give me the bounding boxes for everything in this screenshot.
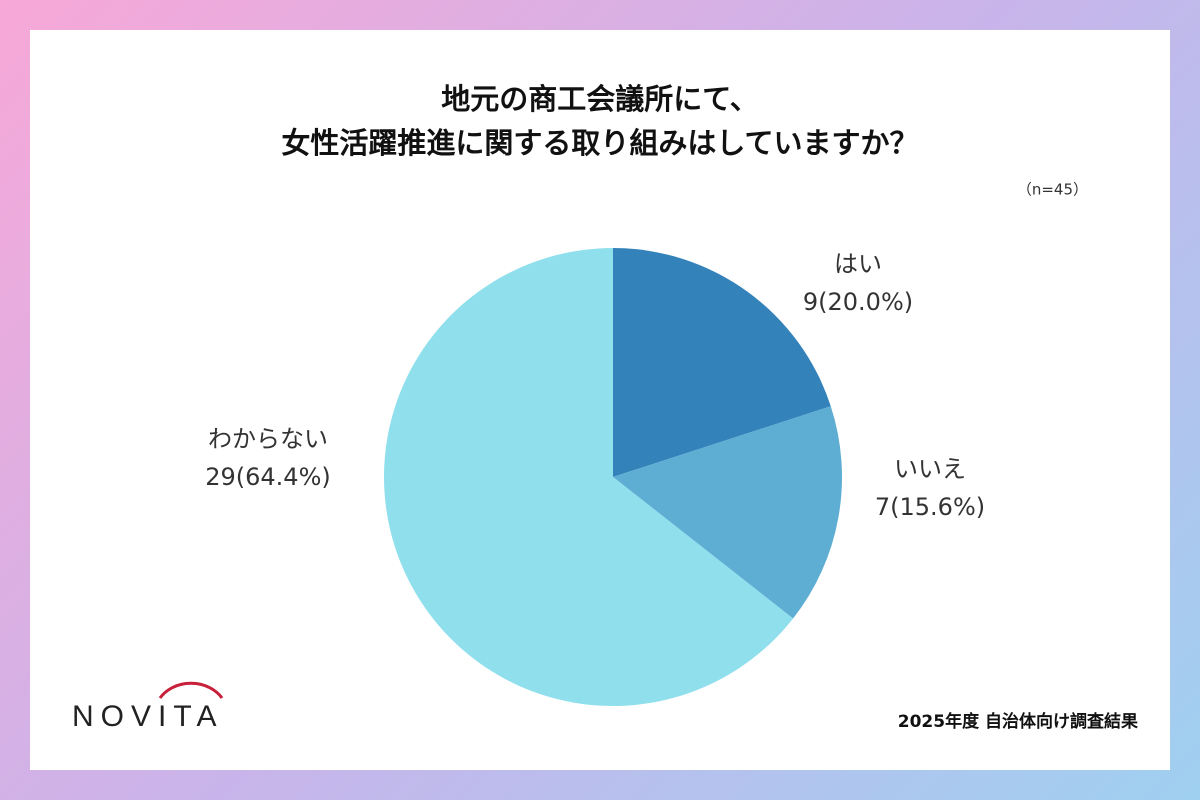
pie: はい 9(20.0%) いいえ 7(15.6%) わからない 29(64.4%) [205, 248, 985, 706]
slice-label: はい [834, 250, 882, 278]
pie-slice [613, 248, 831, 477]
sample-size: （n=45） [1017, 181, 1088, 199]
chart-title: 地元の商工会議所にて、 [441, 82, 759, 116]
value-label: 9(20.0%) [803, 288, 913, 316]
footer: 2025年度 自治体向け調査結果 [898, 711, 1138, 732]
logo-arc [158, 681, 224, 699]
slice-label: わからない [208, 425, 328, 453]
chart-title: 女性活躍推進に関する取り組みはしていますか？ [281, 126, 918, 160]
value-label: 29(64.4%) [205, 463, 331, 491]
pie-slice [613, 406, 842, 619]
value-label: 7(15.6%) [875, 493, 985, 521]
pie-slice [384, 248, 794, 706]
slice-label: いいえ [894, 455, 966, 483]
logo: NOVITA [72, 700, 223, 733]
